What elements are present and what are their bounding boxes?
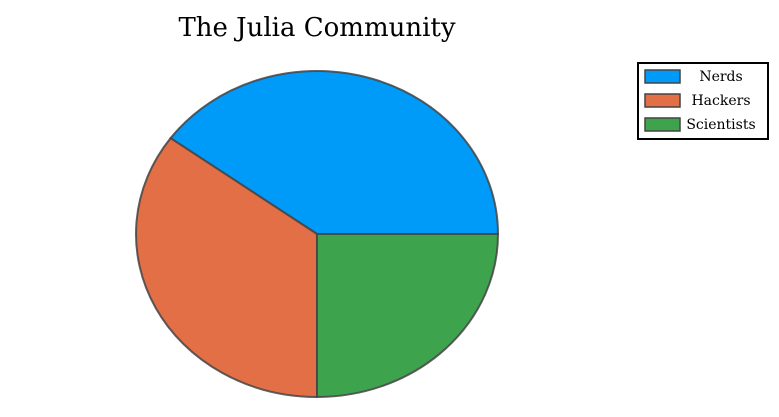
chart-title: The Julia Community (178, 13, 455, 43)
pie-slice-hackers (135, 137, 318, 398)
pie-slice-nerds (169, 70, 499, 235)
legend-label-hackers: Hackers (691, 93, 750, 109)
legend-label-scientists: Scientists (686, 117, 755, 133)
legend: Nerds Hackers Scientists (637, 62, 769, 140)
pie-slice-scientists (316, 233, 499, 398)
legend-swatch-hackers (644, 93, 681, 108)
legend-label-nerds: Nerds (699, 69, 742, 85)
legend-items: Nerds Hackers Scientists (644, 69, 756, 133)
legend-swatch-nerds (644, 69, 681, 84)
legend-swatch-scientists (644, 117, 681, 132)
pie-slices (135, 70, 499, 398)
